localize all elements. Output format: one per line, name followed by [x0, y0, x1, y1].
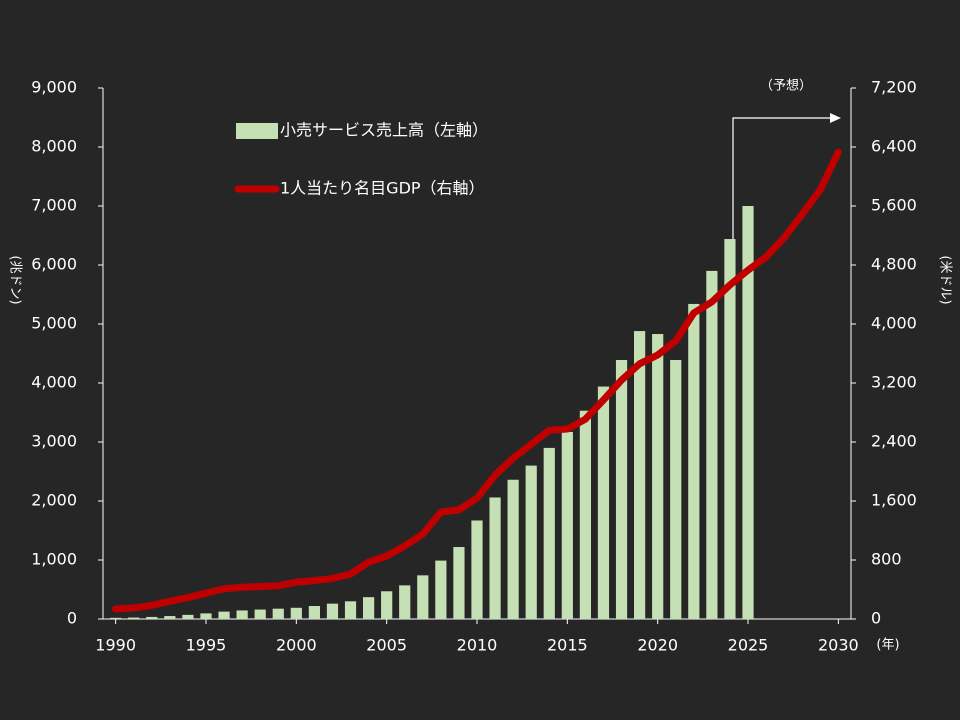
y2-axis-title: (米ドル) — [938, 255, 953, 304]
x-tick-label: 2015 — [547, 636, 588, 655]
bar — [218, 611, 230, 619]
y2-tick-label: 5,600 — [871, 196, 917, 215]
x-tick-label: 2000 — [276, 636, 317, 655]
bar — [200, 613, 212, 619]
bar — [128, 617, 140, 619]
y-tick-label: 6,000 — [31, 255, 77, 274]
bar — [543, 447, 555, 619]
bar — [290, 607, 302, 619]
bar — [362, 597, 375, 619]
bar — [652, 334, 664, 619]
y2-tick-label: 2,400 — [871, 432, 917, 451]
bar — [326, 603, 339, 619]
bar — [471, 520, 483, 619]
bar — [688, 303, 700, 619]
bar — [453, 547, 465, 619]
bar — [724, 239, 736, 620]
bar — [489, 497, 501, 619]
y2-tick-label: 4,000 — [871, 314, 917, 333]
x-tick-label: 2020 — [637, 636, 678, 655]
y-tick-label: 8,000 — [31, 137, 77, 156]
y2-tick-label: 1,600 — [871, 491, 917, 510]
x-tick-label: 1995 — [186, 636, 227, 655]
legend-swatch — [236, 123, 278, 139]
bar — [435, 560, 447, 619]
bar — [706, 270, 718, 619]
bar — [272, 608, 284, 619]
bar — [110, 617, 122, 619]
bar — [182, 614, 194, 619]
y-tick-label: 1,000 — [31, 550, 77, 569]
y2-tick-label: 3,200 — [871, 373, 917, 392]
y-tick-label: 5,000 — [31, 314, 77, 333]
bar — [146, 616, 158, 619]
y2-tick-label: 800 — [871, 550, 902, 569]
y-tick-label: 7,000 — [31, 196, 77, 215]
y-tick-label: 2,000 — [31, 491, 77, 510]
bar — [597, 386, 610, 619]
x-unit: (年) — [876, 638, 899, 653]
bar — [507, 479, 519, 619]
bar — [670, 359, 682, 619]
legend-label: 1人当たり名目GDP（右軸） — [280, 179, 485, 198]
y2-tick-label: 6,400 — [871, 137, 917, 156]
bar — [344, 601, 357, 619]
x-tick-label: 2025 — [728, 636, 769, 655]
y-tick-label: 0 — [67, 609, 77, 628]
y2-tick-label: 4,800 — [871, 255, 917, 274]
bar — [525, 465, 537, 619]
bar — [742, 206, 754, 619]
line — [112, 148, 842, 613]
bar — [308, 606, 320, 619]
bar — [634, 331, 646, 619]
legend-label: 小売サービス売上高（左軸） — [280, 121, 488, 140]
y2-tick-label: 7,200 — [871, 78, 917, 97]
bar — [381, 591, 393, 619]
bar — [615, 359, 628, 619]
x-tick-label: 1990 — [95, 636, 136, 655]
y2-tick-label: 0 — [871, 609, 881, 628]
bar — [579, 410, 592, 619]
x-tick-label: 2030 — [818, 636, 859, 655]
annotation: （予想） — [760, 78, 812, 94]
x-tick-label: 2010 — [457, 636, 498, 655]
bar — [254, 609, 266, 619]
bar — [164, 616, 176, 619]
y-tick-label: 3,000 — [31, 432, 77, 451]
bar — [236, 610, 248, 619]
y-tick-label: 4,000 — [31, 373, 77, 392]
y-tick-label: 9,000 — [31, 78, 77, 97]
x-tick-label: 2005 — [366, 636, 407, 655]
bar — [417, 575, 429, 619]
arrow-head — [830, 113, 841, 123]
bar — [399, 585, 411, 619]
y-axis-title: (兆ドン) — [8, 255, 23, 304]
bar — [561, 431, 573, 619]
